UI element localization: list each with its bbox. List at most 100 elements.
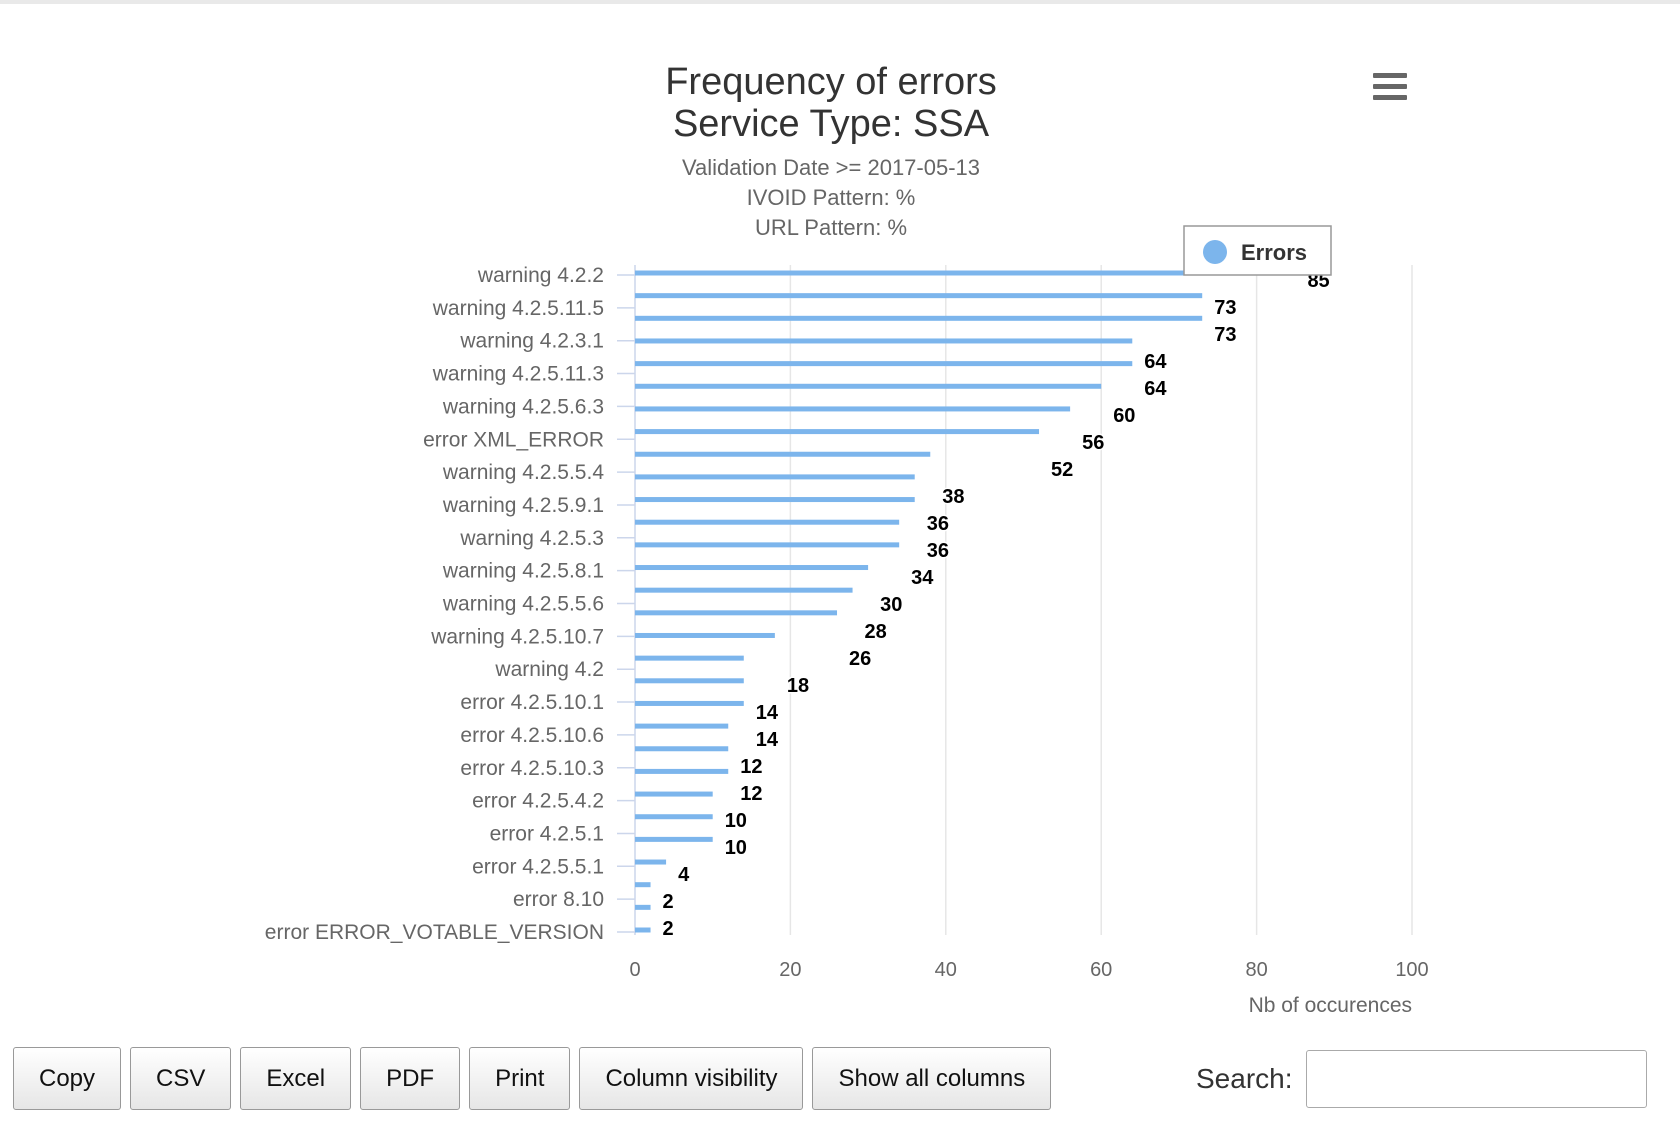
bar[interactable] [635, 700, 744, 706]
bar[interactable] [635, 859, 667, 865]
bar[interactable] [635, 904, 651, 910]
category-ticks [617, 274, 635, 933]
copy-button[interactable]: Copy [13, 1047, 122, 1110]
data-label: 56 [1082, 432, 1104, 454]
chart-title-line: Service Type: SSA [673, 103, 990, 145]
x-tick-label: 20 [779, 959, 801, 981]
bar[interactable] [635, 361, 1133, 367]
category-label: warning 4.2.2 [477, 264, 604, 287]
category-label: warning 4.2.5.6.3 [442, 395, 604, 418]
bar[interactable] [635, 678, 744, 684]
category-label: error 4.2.5.1 [490, 822, 604, 845]
data-label: 64 [1144, 378, 1167, 400]
search-input[interactable] [1305, 1049, 1647, 1108]
category-label: error ERROR_VOTABLE_VERSION [265, 921, 604, 944]
x-axis-labels: 0 20 40 60 80 100 [629, 959, 1428, 981]
hamburger-menu-icon [1373, 73, 1407, 100]
export-toolbar: Copy CSV Excel PDF Print Column visibility Sho… [13, 1047, 1052, 1110]
bar[interactable] [635, 406, 1071, 412]
data-label: 36 [927, 540, 949, 562]
legend-marker [1203, 240, 1227, 264]
bar[interactable] [635, 451, 931, 457]
data-label: 26 [849, 648, 871, 670]
data-label: 73 [1214, 324, 1236, 346]
category-label: warning 4.2.3.1 [459, 330, 604, 353]
category-label: warning 4.2.5.3 [459, 527, 604, 550]
x-tick-label: 0 [629, 959, 640, 981]
search-area: Search: [1196, 1047, 1647, 1110]
bar[interactable] [635, 587, 853, 593]
bar[interactable] [635, 565, 869, 571]
data-label: 18 [787, 675, 809, 697]
bar[interactable] [635, 655, 744, 661]
category-label: warning 4.2.5.11.3 [432, 363, 604, 386]
bar[interactable] [635, 882, 651, 888]
chart-subtitle: Validation Date >= 2017-05-13 IVOID Patte… [682, 155, 980, 240]
data-label: 10 [725, 837, 747, 859]
category-label: error 4.2.5.10.1 [460, 691, 604, 714]
csv-button[interactable]: CSV [130, 1047, 232, 1110]
data-label: 14 [756, 702, 779, 724]
x-tick-label: 40 [935, 959, 957, 981]
data-label: 30 [880, 594, 902, 616]
bar[interactable] [635, 723, 729, 729]
category-label: error XML_ERROR [423, 428, 604, 451]
bar[interactable] [635, 383, 1102, 389]
chart-container: Frequency of errors Service Type: SSA Val… [265, 61, 1429, 1017]
bar[interactable] [635, 519, 900, 525]
bar[interactable] [635, 927, 651, 933]
data-label: 2 [663, 891, 674, 913]
bar[interactable] [635, 338, 1133, 344]
data-label: 12 [740, 783, 762, 805]
bar[interactable] [635, 474, 915, 480]
chart-menu-button[interactable] [1365, 66, 1415, 110]
chart-title-line: Frequency of errors [665, 61, 997, 103]
category-label: warning 4.2 [494, 658, 604, 681]
chart-subtitle-line: URL Pattern: % [755, 215, 907, 240]
legend-label: Errors [1241, 240, 1307, 265]
print-button[interactable]: Print [469, 1047, 571, 1110]
category-label: warning 4.2.5.11.5 [432, 297, 604, 320]
column-visibility-button[interactable]: Column visibility [579, 1047, 804, 1110]
data-label: 28 [865, 621, 887, 643]
bar[interactable] [635, 315, 1203, 321]
bar[interactable] [635, 270, 1296, 276]
data-label: 60 [1113, 405, 1135, 427]
search-label: Search: [1196, 1062, 1293, 1094]
data-label: 2 [663, 918, 674, 940]
x-tick-label: 100 [1395, 959, 1428, 981]
category-label: warning 4.2.5.5.4 [442, 461, 604, 484]
bar[interactable] [635, 791, 713, 797]
legend-item-errors[interactable]: Errors [1203, 240, 1307, 265]
bar[interactable] [635, 497, 915, 503]
pdf-button[interactable]: PDF [360, 1047, 461, 1110]
data-label: 12 [740, 756, 762, 778]
page-top-border [0, 0, 1680, 4]
data-label: 34 [911, 567, 934, 589]
bar[interactable] [635, 542, 900, 548]
bar[interactable] [635, 610, 838, 616]
data-label: 52 [1051, 459, 1073, 481]
category-label: error 4.2.5.5.1 [472, 855, 604, 878]
bar[interactable] [635, 814, 713, 820]
bar[interactable] [635, 746, 729, 752]
show-all-columns-button[interactable]: Show all columns [812, 1047, 1052, 1110]
bar[interactable] [635, 768, 729, 774]
bar[interactable] [635, 836, 713, 842]
x-tick-label: 60 [1090, 959, 1112, 981]
data-labels: 8573736464605652383636343028261814141212… [661, 269, 1331, 942]
bar[interactable] [635, 632, 775, 638]
category-label: error 8.10 [513, 888, 604, 911]
bar[interactable] [635, 429, 1040, 435]
data-label: 64 [1144, 351, 1167, 373]
x-axis-title: Nb of occurences [1249, 994, 1412, 1017]
excel-button[interactable]: Excel [240, 1047, 352, 1110]
data-label: 73 [1214, 297, 1236, 319]
category-label: warning 4.2.5.8.1 [442, 560, 604, 583]
category-label: warning 4.2.5.9.1 [442, 494, 604, 517]
bar[interactable] [635, 293, 1203, 299]
data-label: 36 [927, 513, 949, 535]
category-label: error 4.2.5.10.6 [460, 724, 604, 747]
